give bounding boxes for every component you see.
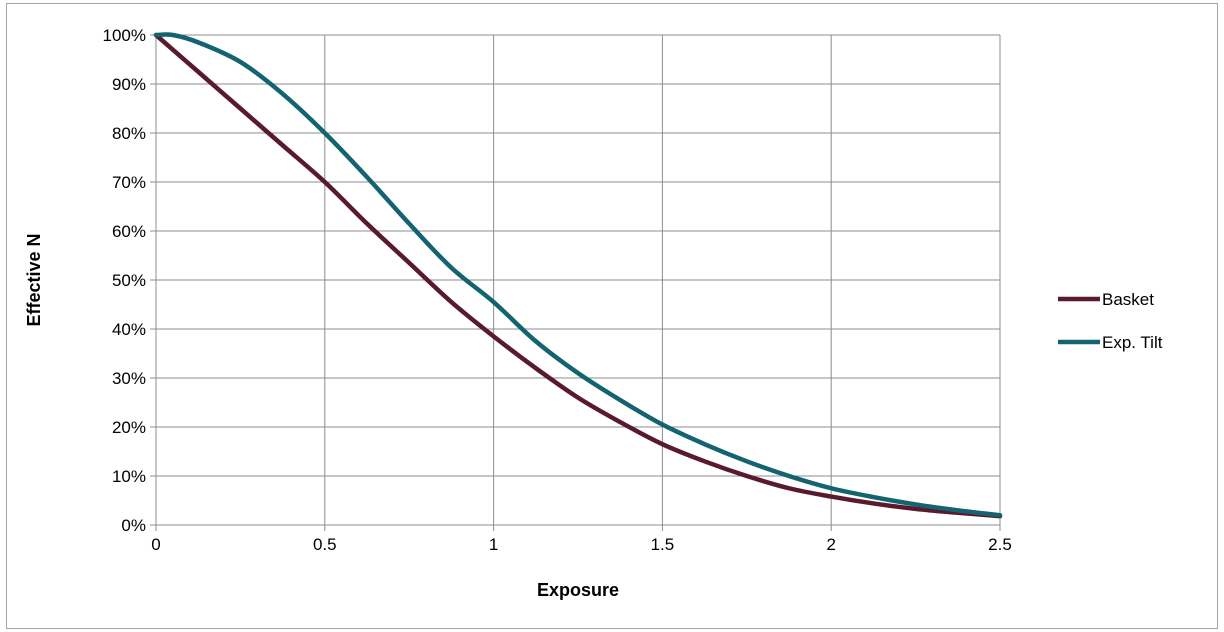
- y-tick-label: 20%: [112, 418, 146, 437]
- x-tick-label: 2.5: [988, 535, 1012, 554]
- y-tick-label: 40%: [112, 320, 146, 339]
- x-tick-label: 0.5: [313, 535, 337, 554]
- y-tick-label: 50%: [112, 271, 146, 290]
- y-tick-label: 0%: [121, 516, 146, 535]
- x-tick-label: 2: [826, 535, 835, 554]
- series-line-exp-tilt: [153, 32, 1003, 518]
- y-tick-label: 60%: [112, 222, 146, 241]
- y-tick-label: 80%: [112, 124, 146, 143]
- x-tick-label: 0: [151, 535, 160, 554]
- y-tick-label: 30%: [112, 369, 146, 388]
- y-axis-title: Effective N: [24, 233, 44, 326]
- legend-label-basket: Basket: [1102, 290, 1154, 309]
- y-tick-label: 10%: [112, 467, 146, 486]
- x-tick-label: 1.5: [651, 535, 675, 554]
- x-axis-title: Exposure: [537, 580, 619, 600]
- y-tick-label: 70%: [112, 173, 146, 192]
- series-line-basket: [153, 32, 1003, 519]
- y-tick-label: 100%: [103, 26, 146, 45]
- x-tick-label: 1: [489, 535, 498, 554]
- legend-label-exp-tilt: Exp. Tilt: [1102, 333, 1163, 352]
- y-tick-label: 90%: [112, 75, 146, 94]
